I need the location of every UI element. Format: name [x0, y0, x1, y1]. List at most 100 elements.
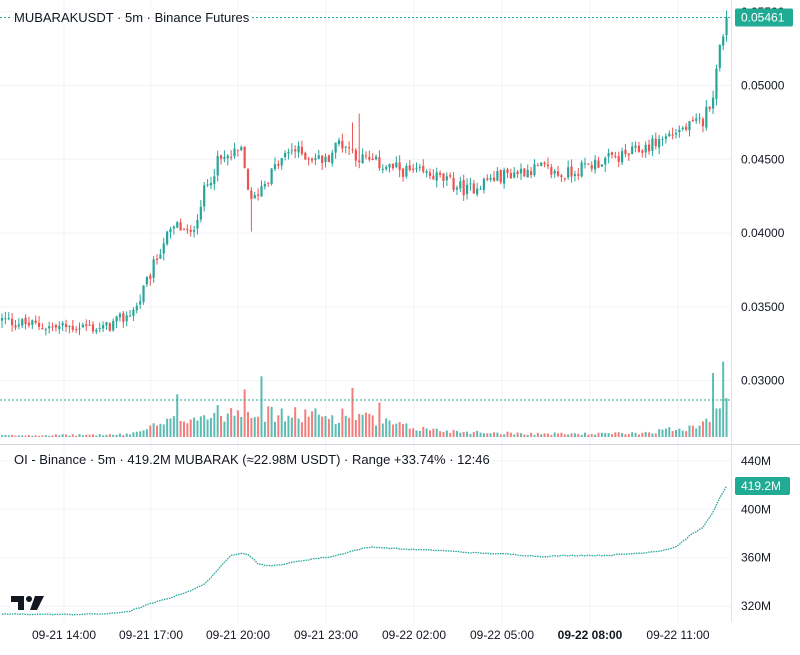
candle-body [459, 181, 462, 189]
volume-bar [263, 421, 266, 437]
volume-bar [476, 430, 479, 437]
volume-bar [230, 408, 233, 437]
candle-body [223, 157, 226, 159]
volume-bar [166, 418, 169, 437]
volume-bar [634, 432, 637, 437]
candle-body [78, 328, 81, 330]
oi-axis-label: 400M [741, 502, 771, 516]
volume-bar [418, 430, 421, 437]
candle-body [75, 329, 78, 331]
candle-body [614, 156, 617, 158]
candle-body [348, 147, 351, 149]
volume-bar [95, 435, 98, 437]
volume-bar [270, 406, 273, 437]
volume-bar [294, 407, 297, 437]
volume-bar [220, 415, 223, 437]
candle-body [479, 188, 482, 190]
volume-bar [344, 415, 347, 437]
candle-body [253, 194, 256, 199]
candle-body [105, 322, 108, 326]
volume-bar [641, 432, 644, 437]
candle-body [162, 243, 165, 254]
volume-bar [614, 432, 617, 437]
tradingview-logo-icon[interactable] [11, 595, 45, 611]
volume-bar [354, 419, 357, 437]
volume-bar [11, 434, 14, 437]
last-price-tag [735, 8, 793, 27]
candle-body [506, 169, 509, 173]
candle-body [166, 231, 169, 245]
candle-body [425, 171, 428, 174]
volume-bar [435, 428, 438, 437]
candle-body [685, 126, 688, 130]
time-axis-label: 09-21 20:00 [206, 628, 270, 642]
candle-body [607, 153, 610, 157]
volume-bar [408, 428, 411, 437]
candle-body [691, 119, 694, 122]
candle-body [11, 318, 14, 326]
volume-bar [247, 411, 250, 437]
volume-bar [445, 430, 448, 437]
volume-bar [85, 434, 88, 437]
volume-bar [503, 434, 506, 437]
volume-bar [280, 408, 283, 437]
candle-body [58, 325, 61, 330]
volume-bar [580, 434, 583, 437]
candle-body [513, 172, 516, 178]
volume-bar [587, 434, 590, 437]
candle-body [385, 166, 388, 170]
candle-body [44, 329, 47, 331]
candle-body [334, 142, 337, 153]
volume-bar [375, 425, 378, 437]
volume-bar [102, 435, 105, 437]
volume-bar [705, 418, 708, 437]
candle-body [573, 174, 576, 177]
volume-bar [584, 432, 587, 437]
candle-body [600, 164, 603, 167]
candle-body [725, 17, 728, 36]
candle-body [186, 229, 189, 231]
volume-bar [152, 423, 155, 437]
volume-bar [691, 425, 694, 437]
volume-bar [624, 434, 627, 437]
volume-bar [462, 431, 465, 437]
volume-bar [54, 434, 57, 437]
volume-bar [681, 430, 684, 437]
candle-body [718, 44, 721, 69]
candle-body [91, 324, 95, 332]
volume-bar [351, 387, 354, 437]
volume-bar [7, 435, 10, 437]
candle-body [54, 325, 58, 328]
volume-bar [24, 435, 27, 437]
volume-bar [712, 373, 715, 437]
candle-body [722, 36, 725, 46]
volume-bar [240, 417, 243, 437]
volume-bar [17, 435, 20, 437]
volume-bar [139, 431, 142, 437]
volume-bar [176, 394, 179, 437]
volume-bar [573, 433, 576, 437]
candle-body [98, 327, 101, 329]
volume-bar [149, 425, 152, 437]
candle-body [152, 259, 155, 278]
volume-bar [236, 410, 239, 437]
volume-bar [489, 433, 492, 437]
candle-body [4, 318, 7, 320]
candle-body [216, 155, 219, 176]
candle-body [270, 168, 273, 184]
candle-body [415, 167, 418, 169]
candle-body [674, 132, 678, 135]
candle-body [408, 165, 411, 171]
candle-body [149, 275, 152, 279]
candle-body [708, 106, 711, 109]
volume-bar [284, 421, 287, 437]
volume-bar [530, 432, 533, 437]
volume-bar [469, 433, 472, 437]
candle-body [176, 222, 179, 228]
candle-body [155, 258, 159, 260]
candle-body [634, 145, 637, 148]
volume-bar [338, 423, 340, 437]
candle-body [371, 158, 374, 161]
volume-bar [304, 409, 307, 437]
price-axis-label: 0.03000 [741, 374, 785, 388]
